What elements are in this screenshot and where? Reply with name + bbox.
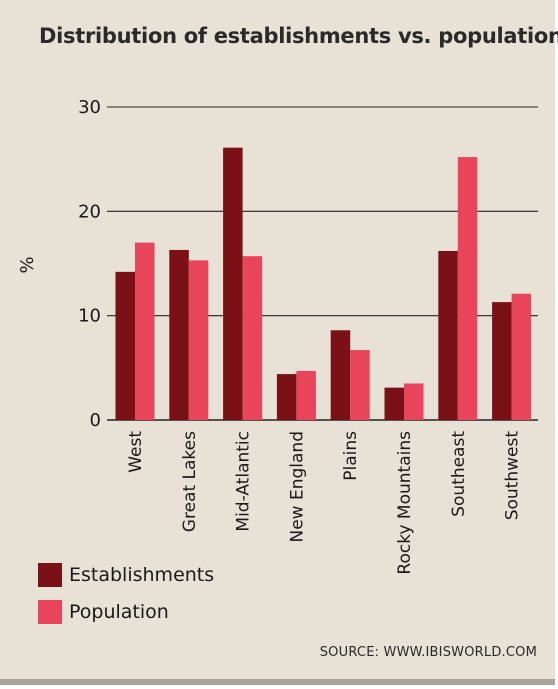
- bar-establishments-southwest: [492, 302, 512, 420]
- x-tick-label: Rocky Mountains: [395, 431, 415, 575]
- y-tick-label: 0: [90, 410, 101, 431]
- bar-establishments-southeast: [438, 250, 458, 420]
- bar-population-southeast: [457, 157, 478, 420]
- bar-population-new-england: [296, 370, 316, 420]
- legend-swatch-population: [38, 600, 62, 624]
- x-tick-label: West: [126, 431, 146, 473]
- bar-population-mid-atlantic: [242, 256, 263, 420]
- chart-title: Distribution of establishments vs. popul…: [39, 24, 558, 48]
- x-tick-label: Southeast: [449, 431, 469, 517]
- x-tick-label: Great Lakes: [180, 431, 200, 532]
- bar-population-plains: [350, 350, 370, 420]
- bar-population-rocky-mountains: [404, 383, 424, 420]
- legend-label-establishments: Establishments: [69, 564, 215, 586]
- bar-establishments-new-england: [276, 374, 297, 420]
- bar-establishments-west: [115, 271, 135, 420]
- legend-item-establishments: Establishments: [38, 563, 214, 587]
- x-tick-label: New England: [287, 431, 307, 543]
- bar-establishments-plains: [330, 330, 351, 420]
- y-tick-label: 20: [78, 201, 101, 222]
- x-tick-label: Mid-Atlantic: [234, 431, 254, 532]
- source-note: SOURCE: WWW.IBISWORLD.COM: [319, 645, 537, 660]
- legend-label-population: Population: [69, 601, 169, 623]
- bar-establishments-mid-atlantic: [223, 147, 243, 420]
- y-axis-label: %: [17, 256, 38, 273]
- legend-item-population: Population: [38, 600, 169, 624]
- legend-swatch-establishments: [38, 563, 62, 587]
- x-tick-label: Southwest: [503, 431, 523, 521]
- bar-population-west: [135, 242, 155, 420]
- bar-establishments-great-lakes: [169, 249, 189, 420]
- x-tick-label: Plains: [341, 431, 361, 481]
- bar-population-southwest: [511, 293, 532, 420]
- y-tick-label: 10: [78, 306, 101, 327]
- bar-population-great-lakes: [188, 260, 209, 420]
- y-tick-label: 30: [78, 97, 101, 118]
- bar-establishments-rocky-mountains: [384, 387, 404, 420]
